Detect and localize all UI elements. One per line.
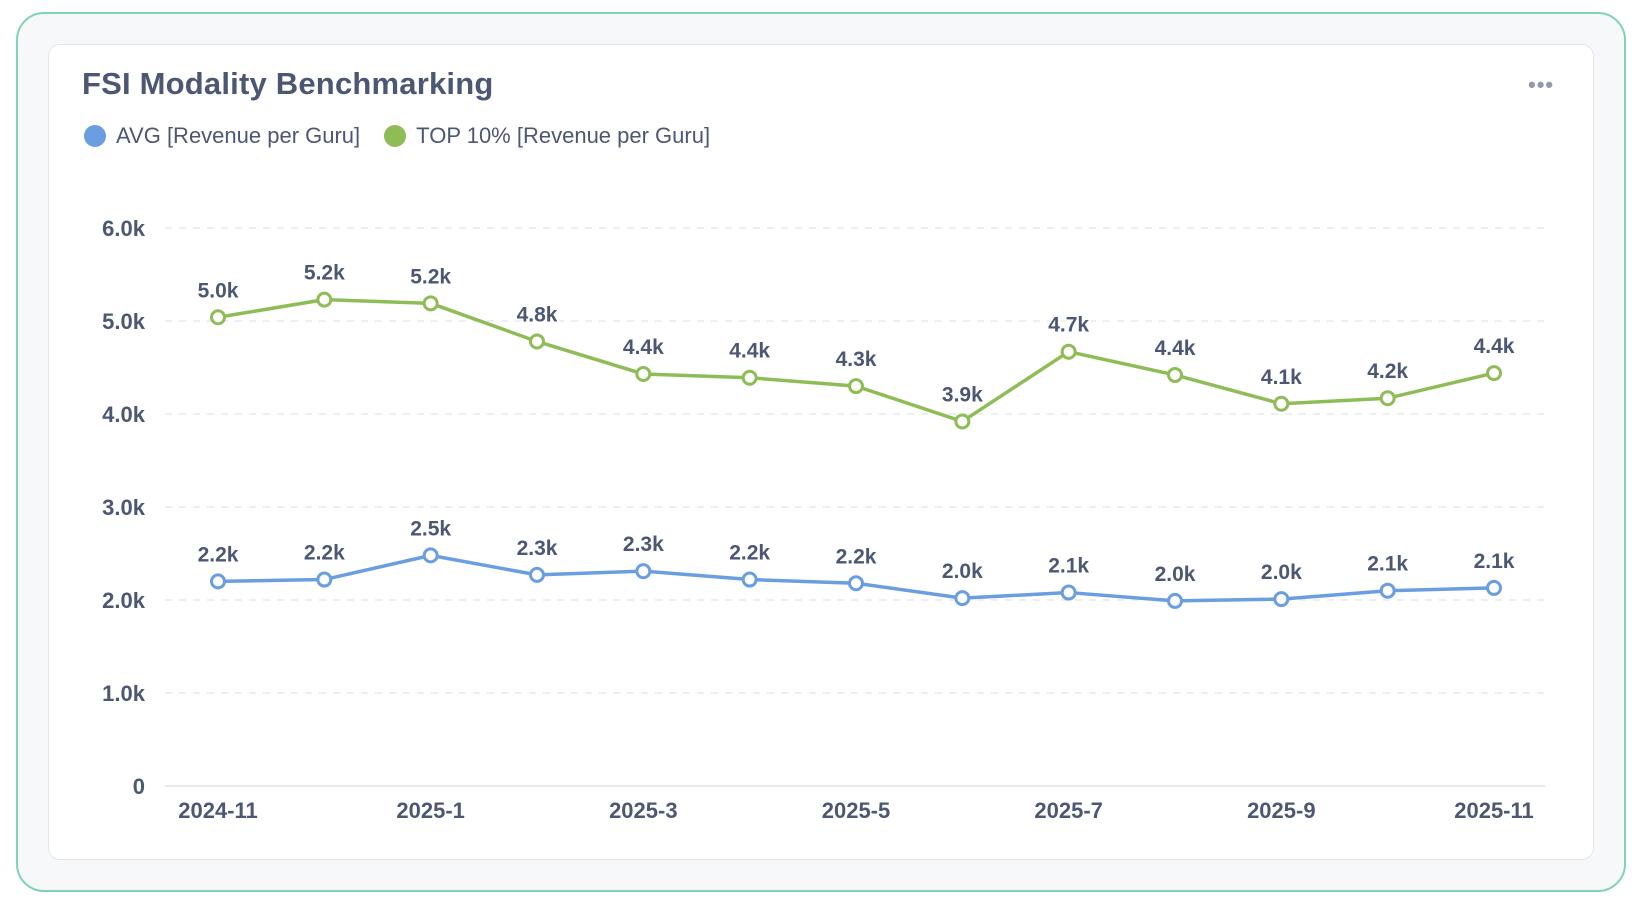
x-tick-label: 2025-1 (396, 798, 465, 823)
data-label: 4.8k (517, 303, 558, 326)
y-tick-label: 2.0k (102, 588, 146, 613)
x-tick-label: 2025-5 (822, 798, 891, 823)
data-point[interactable] (1486, 579, 1502, 596)
data-point[interactable] (529, 333, 545, 350)
y-tick-label: 6.0k (102, 216, 146, 241)
data-point[interactable] (1167, 366, 1183, 383)
grid-lines (165, 227, 1545, 787)
data-label: 2.0k (1155, 563, 1196, 586)
chart-card (48, 44, 1594, 860)
data-point[interactable] (954, 413, 971, 430)
legend-item-top[interactable]: TOP 10% [Revenue per Guru] (384, 123, 710, 149)
data-point[interactable] (210, 573, 226, 590)
data-point[interactable] (316, 571, 333, 588)
series-top10 (210, 291, 1502, 430)
series-lines (210, 291, 1502, 609)
more-dots-icon[interactable]: ••• (1528, 72, 1555, 97)
data-point[interactable] (1379, 390, 1396, 407)
data-point[interactable] (1060, 343, 1077, 360)
data-label: 2.2k (836, 545, 877, 568)
data-point[interactable] (1379, 582, 1396, 599)
data-label: 4.4k (1474, 335, 1515, 358)
y-tick-label: 3.0k (102, 495, 146, 520)
data-point[interactable] (848, 378, 864, 395)
x-tick-label: 2025-7 (1034, 798, 1103, 823)
data-label: 2.1k (1367, 553, 1408, 576)
data-point[interactable] (422, 547, 439, 564)
data-label: 5.2k (410, 265, 451, 288)
data-label: 2.0k (942, 560, 983, 583)
x-tick-label: 2024-11 (178, 798, 258, 823)
data-label: 4.3k (836, 348, 877, 371)
data-label: 2.1k (1048, 555, 1089, 578)
data-point[interactable] (1273, 591, 1290, 608)
data-point[interactable] (529, 566, 545, 583)
data-point[interactable] (635, 563, 652, 580)
data-label: 4.7k (1048, 314, 1089, 337)
data-label: 2.0k (1261, 561, 1302, 584)
x-tick-label: 2025-11 (1454, 798, 1534, 823)
chart-legend: AVG [Revenue per Guru] TOP 10% [Revenue … (84, 123, 734, 149)
data-label: 2.2k (198, 543, 239, 566)
data-point[interactable] (316, 291, 333, 308)
legend-top-label: TOP 10% [Revenue per Guru] (416, 123, 711, 148)
data-point[interactable] (635, 366, 652, 383)
data-point[interactable] (954, 590, 971, 607)
data-labels: 2.2k 2.2k 2.5k 2.3k 2.3k 2.2k 2.2k 2.0k 2.1k 2.0k… (196, 260, 1517, 588)
data-label: 2.1k (1474, 550, 1515, 573)
y-axis-ticks: 0 1.0k 2.0k 3.0k 4.0k 5.0k 6.0k (102, 216, 146, 799)
data-label: 2.3k (517, 537, 558, 560)
legend-avg-label: AVG [Revenue per Guru] (116, 123, 361, 148)
chart-title: FSI Modality Benchmarking (82, 66, 494, 101)
data-label: 4.4k (1155, 337, 1196, 360)
data-point[interactable] (1060, 584, 1077, 601)
legend-item-avg[interactable]: AVG [Revenue per Guru] (84, 123, 360, 149)
data-point[interactable] (1167, 592, 1183, 609)
data-point[interactable] (741, 571, 758, 588)
legend-avg-dot-icon (84, 125, 106, 147)
data-label: 4.4k (729, 340, 770, 363)
data-point[interactable] (848, 575, 864, 592)
data-label: 4.1k (1261, 366, 1302, 389)
data-label: 5.2k (304, 262, 345, 285)
data-point[interactable] (1273, 395, 1290, 412)
x-axis-ticks: 2024-11 2025-1 2025-3 2025-5 2025-7 2025-9 202… (178, 798, 1534, 823)
data-label: 2.2k (304, 542, 345, 565)
x-tick-label: 2025-3 (609, 798, 678, 823)
legend-top-dot-icon (384, 125, 407, 147)
data-point[interactable] (422, 295, 439, 312)
y-tick-label: 5.0k (102, 309, 146, 334)
data-label: 3.9k (942, 383, 983, 406)
data-point[interactable] (741, 369, 758, 386)
data-label: 4.2k (1367, 360, 1408, 383)
series-avg (210, 547, 1502, 609)
data-label: 2.5k (410, 517, 451, 540)
y-tick-label: 4.0k (102, 402, 146, 427)
data-label: 5.0k (198, 279, 239, 302)
data-point[interactable] (210, 309, 226, 326)
data-label: 4.4k (623, 336, 664, 359)
data-label: 2.2k (729, 542, 770, 565)
data-label: 2.3k (623, 533, 664, 556)
y-tick-label: 0 (133, 774, 145, 799)
y-tick-label: 1.0k (102, 681, 146, 706)
data-point[interactable] (1486, 365, 1502, 382)
x-tick-label: 2025-9 (1247, 798, 1316, 823)
